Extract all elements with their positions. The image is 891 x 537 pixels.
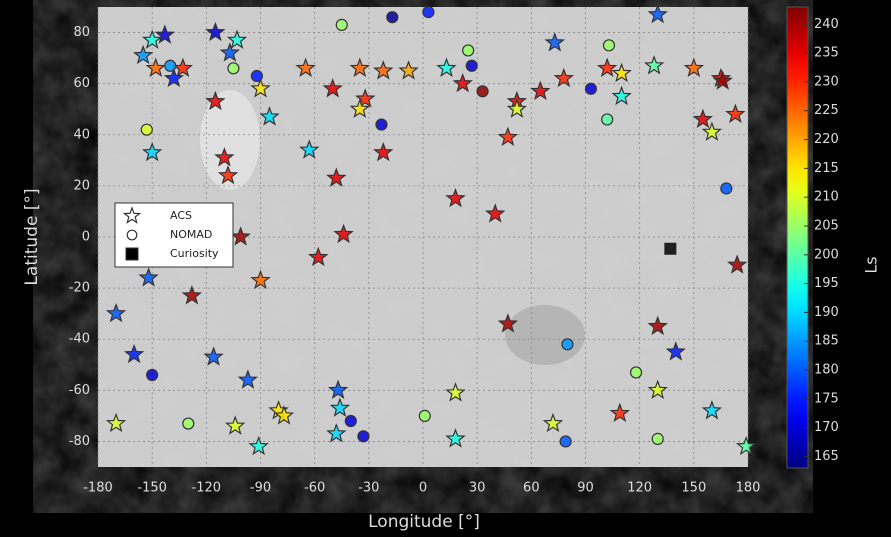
point (141, 124, 152, 135)
x-tick-label: -150 (137, 481, 167, 496)
x-tick-label: -180 (83, 481, 113, 496)
colorbar-tick-label: 190 (814, 305, 839, 320)
point (183, 418, 194, 429)
point (631, 367, 642, 378)
colorbar-tick-label: 205 (814, 218, 839, 233)
x-tick-label: -30 (358, 481, 379, 496)
y-axis-label: Latitude [°] (22, 188, 42, 285)
x-tick-label: 30 (469, 481, 486, 496)
legend-label: NOMAD (170, 228, 212, 241)
point (387, 12, 398, 23)
colorbar-tick-label: 165 (814, 449, 839, 464)
point (602, 114, 613, 125)
colorbar-tick-label: 220 (814, 132, 839, 147)
point (228, 63, 239, 74)
legend-marker (126, 248, 138, 260)
y-tick-label: 40 (73, 127, 90, 142)
x-tick-label: 150 (681, 481, 706, 496)
x-tick-label: 0 (419, 481, 427, 496)
point (463, 45, 474, 56)
colorbar-tick-label: 170 (814, 420, 839, 435)
point (345, 416, 356, 427)
point (165, 60, 176, 71)
y-tick-label: -80 (69, 434, 90, 449)
map-basin (505, 305, 585, 365)
colorbar-tick-label: 210 (814, 190, 839, 205)
y-tick-label: 80 (73, 25, 90, 40)
point (721, 183, 732, 194)
y-tick-label: 0 (82, 230, 90, 245)
point (251, 71, 262, 82)
point (585, 83, 596, 94)
colorbar-tick-label: 185 (814, 334, 839, 349)
colorbar-tick-label: 180 (814, 363, 839, 378)
point (652, 433, 663, 444)
point (562, 339, 573, 350)
colorbar-tick-label: 175 (814, 391, 839, 406)
y-tick-label: 20 (73, 178, 90, 193)
point (423, 7, 434, 18)
point (477, 86, 488, 97)
colorbar-tick-label: 230 (814, 74, 839, 89)
x-axis-label: Longitude [°] (368, 512, 480, 532)
point (603, 40, 614, 51)
colorbar-tick-label: 225 (814, 103, 839, 118)
colorbar-tick-label: 240 (814, 17, 839, 32)
point (376, 119, 387, 130)
y-tick-label: -20 (69, 281, 90, 296)
point (336, 19, 347, 30)
x-tick-label: -90 (250, 481, 271, 496)
colorbar-tick-label: 200 (814, 247, 839, 262)
x-tick-label: -120 (192, 481, 222, 496)
colorbar-tick-label: 235 (814, 46, 839, 61)
x-tick-label: 90 (577, 481, 594, 496)
point (358, 431, 369, 442)
x-tick-label: 180 (736, 481, 761, 496)
colorbar-tick-label: 195 (814, 276, 839, 291)
chart: Longitude [°] Latitude [°] Ls 165 170 175 1… (0, 0, 891, 537)
y-tick-label: 60 (73, 76, 90, 91)
colorbar-label: Ls (862, 256, 881, 273)
point (560, 436, 571, 447)
x-tick-label: 60 (523, 481, 540, 496)
point (147, 370, 158, 381)
y-tick-label: -60 (69, 383, 90, 398)
y-tick-label: -40 (69, 332, 90, 347)
x-tick-label: -60 (304, 481, 325, 496)
point (419, 410, 430, 421)
point (664, 243, 676, 255)
legend-label: ACS (170, 209, 192, 222)
legend-label: Curiosity (170, 247, 219, 260)
colorbar-tick-label: 215 (814, 161, 839, 176)
x-tick-label: 120 (627, 481, 652, 496)
point (466, 60, 477, 71)
